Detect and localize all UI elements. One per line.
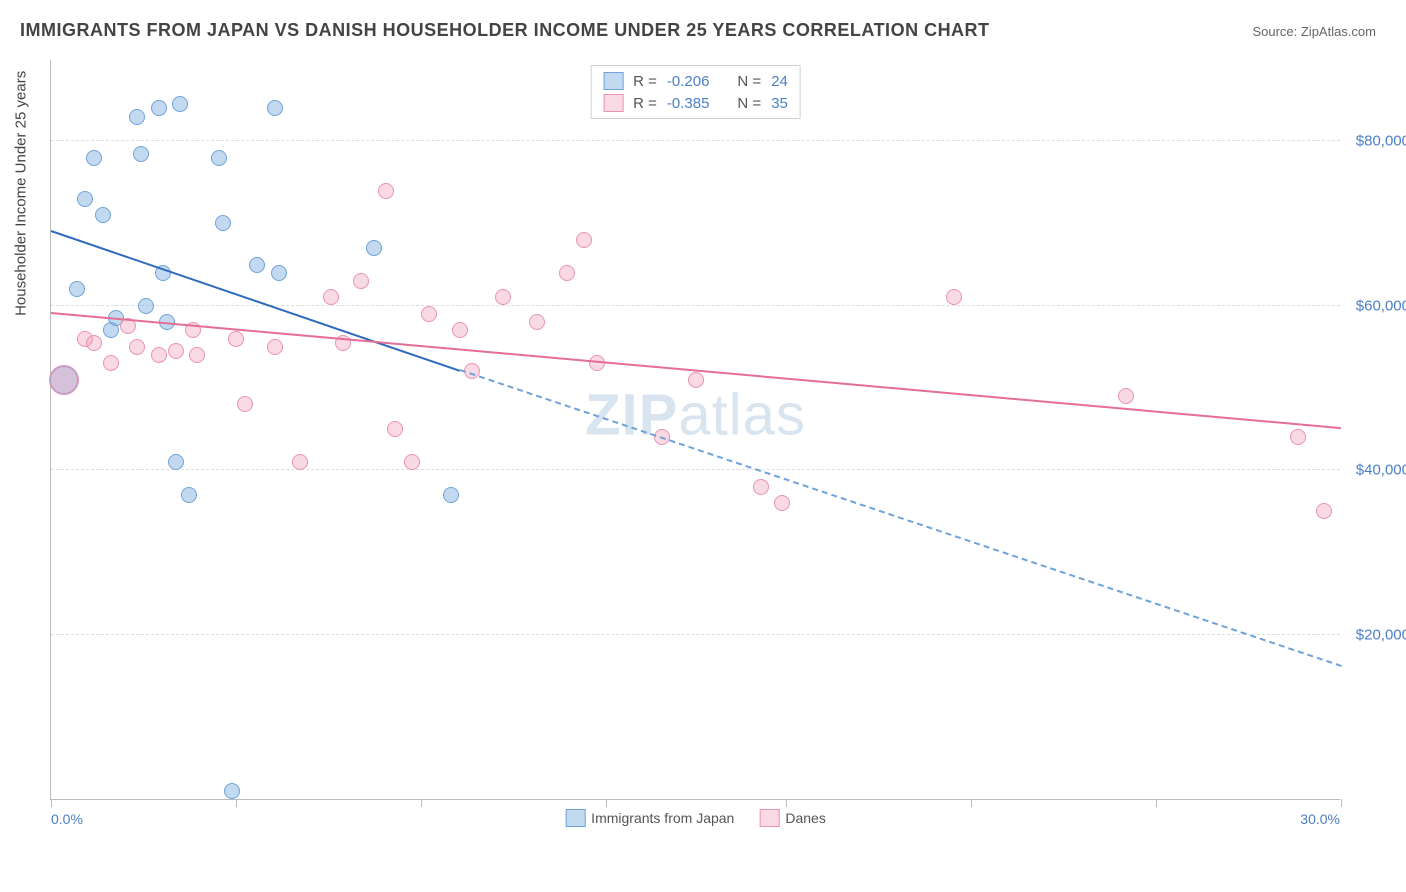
scatter-point-series2 xyxy=(228,331,244,347)
n-label: N = xyxy=(737,95,761,112)
source-value: ZipAtlas.com xyxy=(1301,24,1376,39)
x-tick xyxy=(236,799,237,807)
chart-title: IMMIGRANTS FROM JAPAN VS DANISH HOUSEHOL… xyxy=(20,20,990,41)
scatter-point-series1 xyxy=(181,487,197,503)
legend-row-series1: R = -0.206 N = 24 xyxy=(603,70,788,92)
r-label: R = xyxy=(633,95,657,112)
scatter-point-series2 xyxy=(946,289,962,305)
y-tick-label: $60,000 xyxy=(1356,297,1406,314)
scatter-point-series2 xyxy=(404,454,420,470)
scatter-point-series1 xyxy=(95,207,111,223)
scatter-point-series2 xyxy=(753,479,769,495)
scatter-point-series1 xyxy=(224,783,240,799)
scatter-point-series2 xyxy=(103,355,119,371)
r-value-series1: -0.206 xyxy=(667,73,710,90)
scatter-point-series1 xyxy=(138,298,154,314)
scatter-point-series2 xyxy=(688,372,704,388)
legend-label-series1: Immigrants from Japan xyxy=(591,810,734,826)
source-label: Source: xyxy=(1252,24,1300,39)
scatter-point-series2 xyxy=(49,365,79,395)
x-tick xyxy=(1156,799,1157,807)
grid-line: $80,000 xyxy=(51,140,1340,141)
scatter-point-series2 xyxy=(237,396,253,412)
scatter-point-series2 xyxy=(452,322,468,338)
watermark: ZIPatlas xyxy=(585,381,806,448)
x-axis-max-label: 30.0% xyxy=(1300,811,1340,827)
scatter-point-series2 xyxy=(495,289,511,305)
correlation-legend: R = -0.206 N = 24 R = -0.385 N = 35 xyxy=(590,65,801,119)
scatter-point-series1 xyxy=(129,109,145,125)
y-tick-label: $80,000 xyxy=(1356,133,1406,150)
n-value-series2: 35 xyxy=(771,95,788,112)
scatter-point-series2 xyxy=(292,454,308,470)
y-tick-label: $40,000 xyxy=(1356,462,1406,479)
x-axis-min-label: 0.0% xyxy=(51,811,83,827)
swatch-series2 xyxy=(603,94,623,112)
y-tick-label: $20,000 xyxy=(1356,626,1406,643)
series-legend: Immigrants from Japan Danes xyxy=(565,809,826,827)
scatter-point-series2 xyxy=(86,335,102,351)
scatter-point-series2 xyxy=(378,183,394,199)
grid-line: $60,000 xyxy=(51,305,1340,306)
scatter-point-series2 xyxy=(529,314,545,330)
scatter-point-series1 xyxy=(86,150,102,166)
scatter-point-series2 xyxy=(353,273,369,289)
scatter-point-series2 xyxy=(1290,429,1306,445)
x-tick xyxy=(1341,799,1342,807)
scatter-point-series1 xyxy=(77,191,93,207)
scatter-point-series2 xyxy=(168,343,184,359)
scatter-point-series1 xyxy=(271,265,287,281)
trend-line-series1 xyxy=(51,230,460,372)
n-value-series1: 24 xyxy=(771,73,788,90)
scatter-point-series2 xyxy=(267,339,283,355)
swatch-series1 xyxy=(603,72,623,90)
trend-line-extrapolated-series1 xyxy=(459,370,1341,668)
scatter-point-series1 xyxy=(249,257,265,273)
scatter-point-series1 xyxy=(69,281,85,297)
r-label: R = xyxy=(633,73,657,90)
grid-line: $40,000 xyxy=(51,469,1340,470)
scatter-point-series2 xyxy=(189,347,205,363)
scatter-point-series1 xyxy=(267,100,283,116)
scatter-point-series1 xyxy=(168,454,184,470)
scatter-point-series1 xyxy=(366,240,382,256)
scatter-point-series1 xyxy=(443,487,459,503)
scatter-point-series2 xyxy=(774,495,790,511)
grid-line: $20,000 xyxy=(51,634,1340,635)
swatch-series1-bottom xyxy=(565,809,585,827)
scatter-point-series1 xyxy=(215,215,231,231)
r-value-series2: -0.385 xyxy=(667,95,710,112)
scatter-point-series2 xyxy=(151,347,167,363)
y-axis-title: Householder Income Under 25 years xyxy=(13,70,30,315)
scatter-point-series1 xyxy=(172,96,188,112)
chart-plot-area: Householder Income Under 25 years ZIPatl… xyxy=(50,60,1340,800)
scatter-point-series2 xyxy=(387,421,403,437)
x-tick xyxy=(971,799,972,807)
scatter-point-series1 xyxy=(211,150,227,166)
x-tick xyxy=(421,799,422,807)
scatter-point-series2 xyxy=(421,306,437,322)
scatter-point-series2 xyxy=(559,265,575,281)
scatter-point-series2 xyxy=(129,339,145,355)
scatter-point-series2 xyxy=(576,232,592,248)
x-tick xyxy=(51,799,52,807)
x-tick xyxy=(606,799,607,807)
legend-item-series2: Danes xyxy=(759,809,825,827)
legend-label-series2: Danes xyxy=(785,810,825,826)
n-label: N = xyxy=(737,73,761,90)
legend-row-series2: R = -0.385 N = 35 xyxy=(603,92,788,114)
swatch-series2-bottom xyxy=(759,809,779,827)
legend-item-series1: Immigrants from Japan xyxy=(565,809,734,827)
scatter-point-series2 xyxy=(323,289,339,305)
source-attribution: Source: ZipAtlas.com xyxy=(1252,24,1376,39)
scatter-point-series2 xyxy=(1118,388,1134,404)
x-tick xyxy=(786,799,787,807)
scatter-point-series2 xyxy=(1316,503,1332,519)
scatter-point-series1 xyxy=(151,100,167,116)
scatter-point-series1 xyxy=(133,146,149,162)
